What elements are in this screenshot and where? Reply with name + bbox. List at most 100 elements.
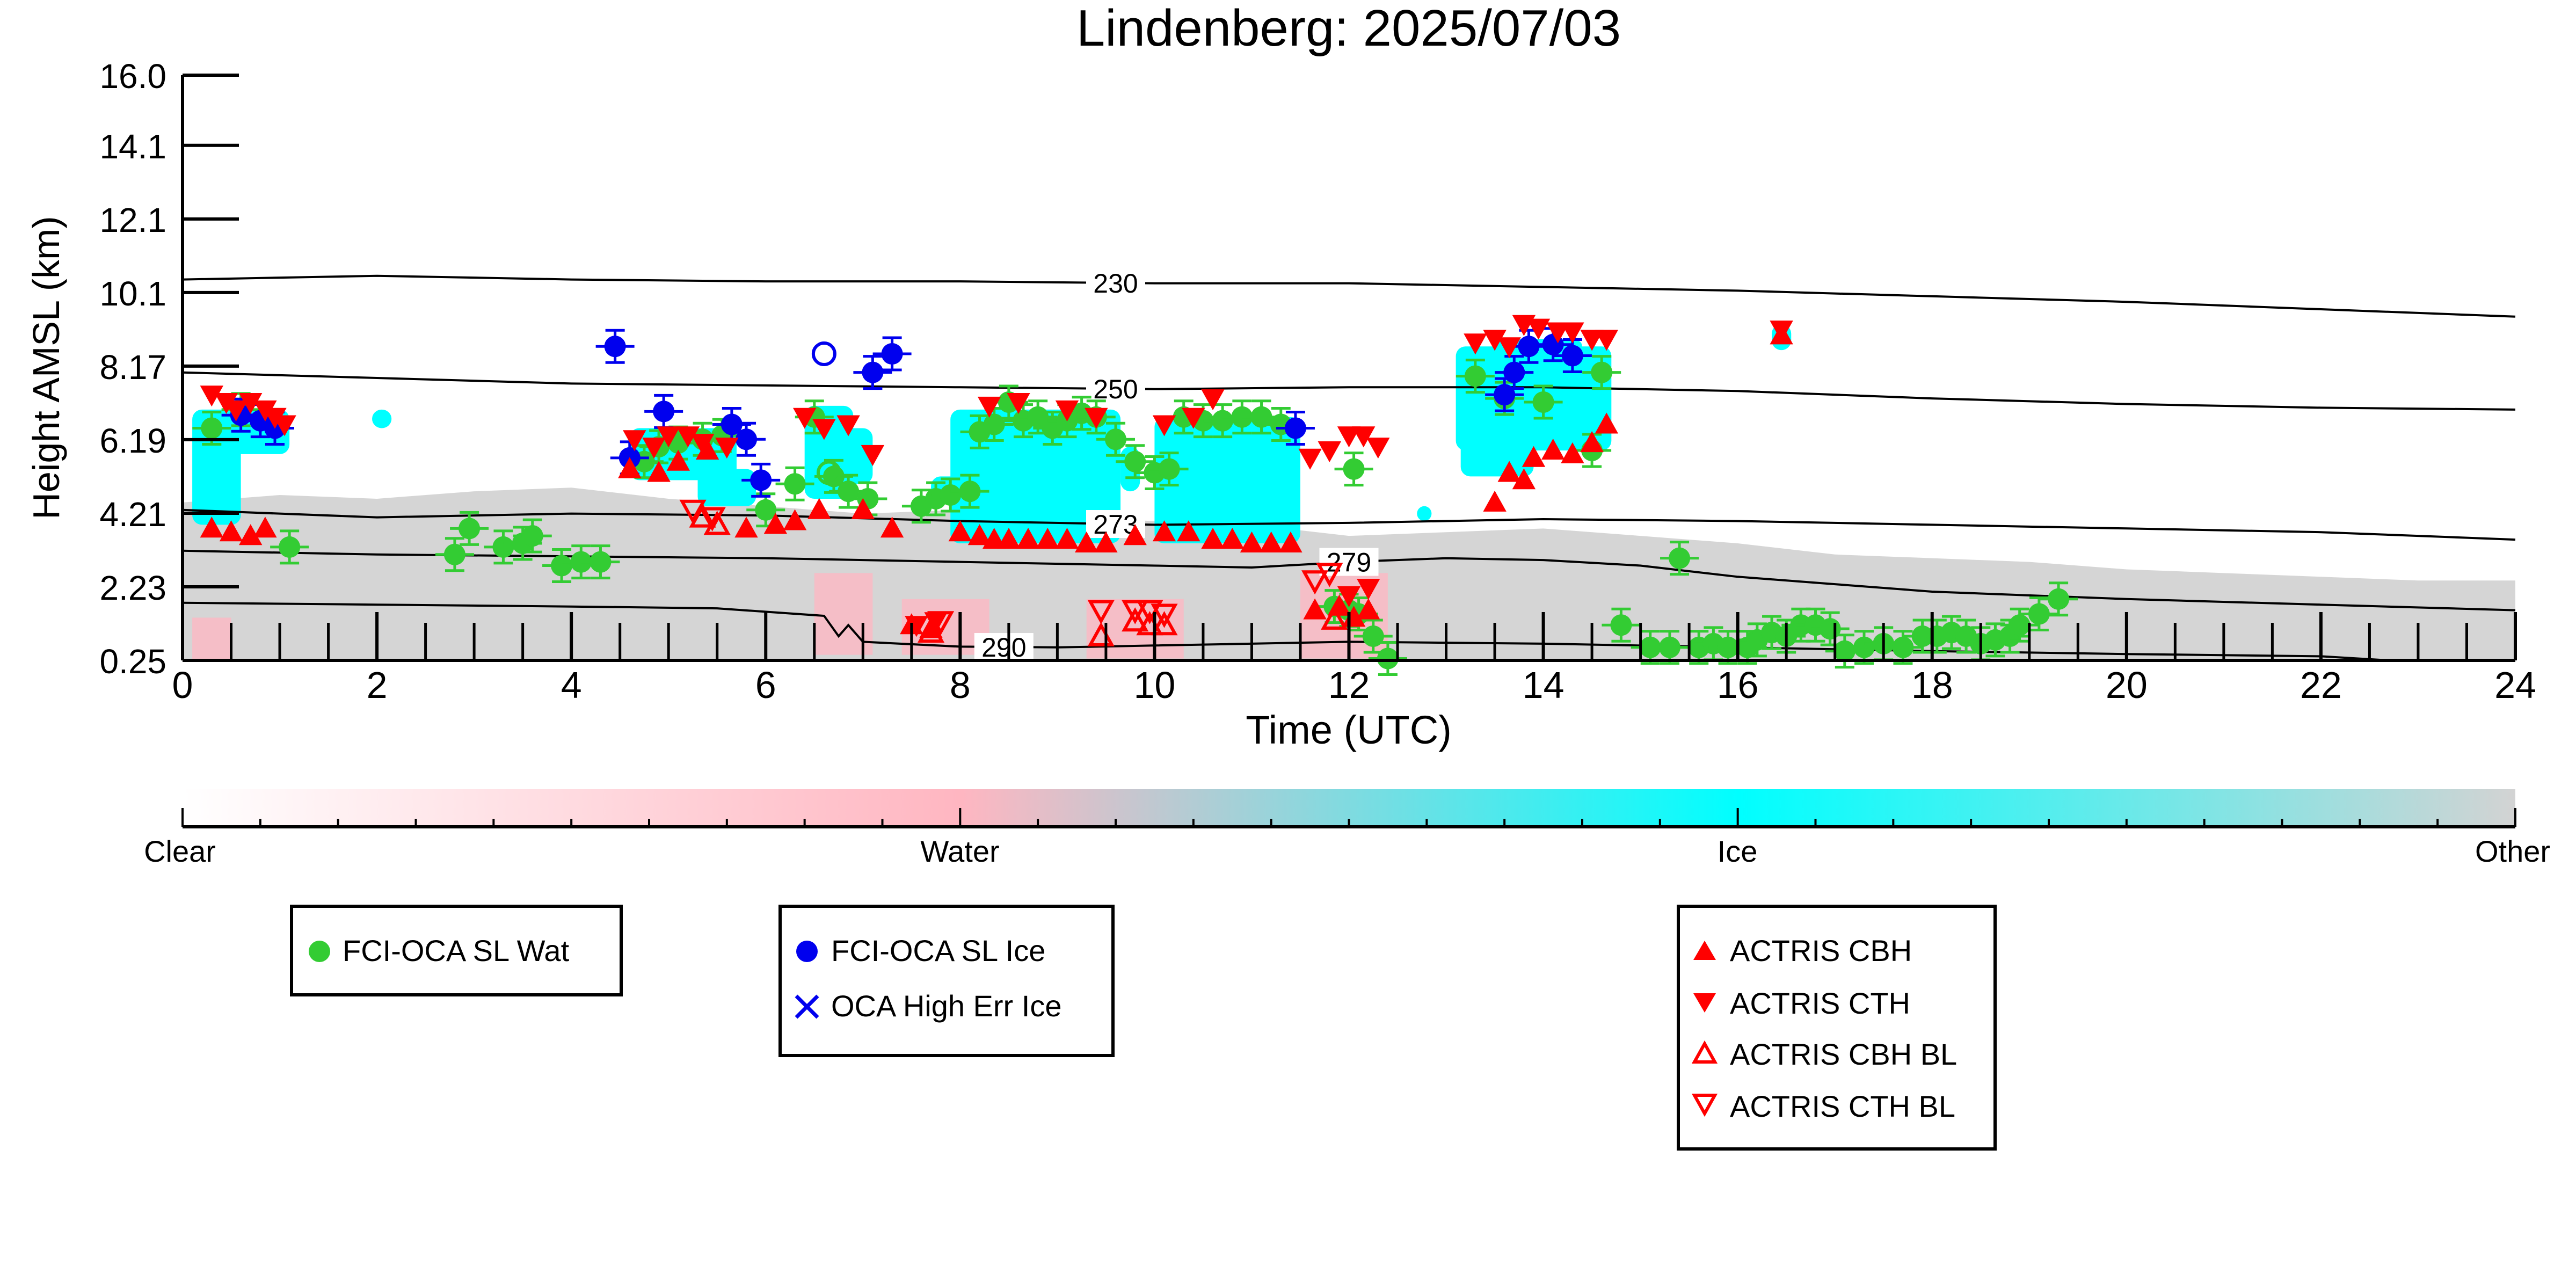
y-axis-label: Height AMSL (km) bbox=[25, 216, 67, 519]
marker-fci-oca-sl-ice bbox=[862, 361, 884, 383]
marker-actris-cbh bbox=[1522, 446, 1546, 467]
marker-fci-oca-sl-ice bbox=[881, 343, 903, 365]
marker-actris-cbh-bl bbox=[689, 503, 716, 528]
marker-actris-cth bbox=[715, 438, 739, 459]
marker-fci-oca-sl-wat bbox=[1591, 361, 1613, 383]
marker-actris-cbh-bl bbox=[917, 618, 945, 643]
x-tick-label: 24 bbox=[2494, 664, 2536, 706]
isotherm-250 bbox=[182, 371, 2516, 411]
marker-fci-oca-sl-wat bbox=[443, 543, 465, 565]
x-tick-label: 22 bbox=[2300, 664, 2342, 706]
legend-cbh-marker bbox=[1693, 941, 1716, 960]
marker-actris-cbh bbox=[1094, 531, 1118, 552]
isotherm-273 bbox=[182, 508, 2516, 541]
marker-open-circle bbox=[811, 341, 836, 367]
marker-actris-cbh bbox=[1201, 528, 1225, 549]
marker-actris-cbh bbox=[1036, 528, 1059, 549]
marker-actris-cbh bbox=[219, 520, 243, 542]
marker-fci-oca-sl-ice bbox=[1561, 345, 1583, 367]
marker-fci-oca-sl-wat bbox=[551, 555, 573, 577]
marker-fci-oca-sl-wat bbox=[1377, 647, 1399, 670]
marker-fci-oca-sl-ice bbox=[1503, 361, 1525, 383]
legend-actris: ACTRIS CBH ACTRIS CTH ACTRIS CBH BL ACTR… bbox=[1677, 905, 1997, 1151]
colorbar-label-water: Water bbox=[920, 834, 999, 868]
marker-actris-cbh bbox=[1512, 468, 1536, 490]
marker-fci-oca-sl-wat bbox=[1158, 458, 1180, 480]
marker-actris-cth bbox=[1580, 330, 1604, 351]
marker-actris-cth bbox=[1298, 448, 1322, 470]
marker-actris-cth bbox=[1337, 426, 1361, 448]
y-ticks: 0.25 2.23 4.21 6.19 8.17 10.1 12.1 14.1 16.0 bbox=[99, 57, 239, 681]
marker-actris-cth bbox=[1357, 579, 1380, 600]
marker-actris-cbh bbox=[1595, 412, 1618, 434]
marker-actris-cbh bbox=[967, 524, 992, 545]
colorbar-ticks bbox=[181, 808, 2516, 827]
marker-actris-cbh-bl bbox=[1151, 611, 1178, 636]
x-ticks: 0 2 4 6 8 10 12 14 16 18 20 22 24 bbox=[172, 612, 2536, 706]
x-tick-label: 6 bbox=[755, 664, 776, 706]
legend-water: FCI-OCA SL Wat bbox=[290, 905, 623, 996]
marker-actris-cbh bbox=[200, 516, 223, 538]
marker-fci-oca-sl-wat bbox=[1250, 406, 1272, 428]
marker-fci-oca-sl-wat bbox=[1669, 547, 1691, 569]
marker-actris-cbh bbox=[1240, 531, 1264, 552]
marker-actris-cth bbox=[812, 419, 836, 440]
y-tick-label: 4.21 bbox=[99, 495, 166, 534]
legend-cthbl-label: ACTRIS CTH BL bbox=[1730, 1089, 1955, 1123]
marker-fci-oca-sl-wat bbox=[570, 551, 592, 573]
marker-actris-cbh bbox=[1497, 461, 1521, 482]
marker-fci-oca-sl-wat bbox=[201, 417, 223, 439]
legend-ice-marker bbox=[796, 941, 818, 962]
legend-cth-label: ACTRIS CTH bbox=[1730, 986, 1910, 1020]
marker-actris-cbh bbox=[1561, 442, 1584, 463]
marker-actris-cbh bbox=[763, 513, 788, 534]
marker-actris-cbh bbox=[1541, 438, 1565, 460]
marker-actris-cth bbox=[1085, 407, 1108, 429]
x-tick-label: 4 bbox=[561, 664, 582, 706]
cloud-water-patch bbox=[192, 617, 231, 660]
isotherm-230 bbox=[182, 274, 2516, 318]
isotherm-label: 279 bbox=[1327, 548, 1371, 578]
marker-fci-oca-sl-wat bbox=[1212, 410, 1234, 432]
y-tick-label: 8.17 bbox=[99, 348, 166, 387]
marker-actris-cth bbox=[1546, 322, 1570, 344]
x-tick-label: 12 bbox=[1328, 664, 1370, 706]
marker-actris-cth bbox=[1352, 426, 1376, 448]
marker-actris-cbh bbox=[1016, 528, 1040, 549]
marker-actris-cbh bbox=[1152, 520, 1176, 542]
marker-actris-cth bbox=[1337, 586, 1361, 607]
marker-actris-cbh bbox=[1580, 431, 1604, 453]
y-tick-label: 16.0 bbox=[99, 57, 166, 96]
marker-fci-oca-sl-wat bbox=[2009, 614, 2031, 636]
marker-actris-cth-bl bbox=[679, 499, 707, 524]
x-tick-label: 20 bbox=[2106, 664, 2148, 706]
legend-cth-marker bbox=[1693, 993, 1716, 1013]
isotherm-label-bg bbox=[974, 633, 1034, 661]
marker-actris-cth bbox=[1182, 407, 1205, 429]
legend-higherr-label: OCA High Err Ice bbox=[831, 989, 1061, 1023]
isotherm-label: 250 bbox=[1093, 374, 1138, 404]
marker-actris-cbh bbox=[1357, 598, 1380, 620]
chart-title: Lindenberg: 2025/07/03 bbox=[1076, 0, 1621, 57]
marker-actris-cth bbox=[1526, 318, 1551, 340]
cloud-ice-region bbox=[833, 428, 873, 484]
isotherm-label: 290 bbox=[981, 632, 1026, 663]
marker-fci-oca-sl-ice bbox=[604, 336, 626, 358]
colorbar-label-clear: Clear bbox=[144, 834, 216, 868]
legend-higherr-marker bbox=[795, 994, 819, 1019]
marker-actris-cth bbox=[1152, 415, 1176, 436]
legend-cbhbl-marker bbox=[1691, 1040, 1718, 1064]
isotherm-label-bg bbox=[1086, 375, 1145, 403]
y-tick-label: 10.1 bbox=[99, 274, 166, 313]
y-tick-label: 14.1 bbox=[99, 127, 166, 166]
x-tick-label: 0 bbox=[172, 664, 193, 706]
marker-actris-cbh bbox=[807, 498, 831, 519]
marker-actris-cbh bbox=[783, 509, 807, 530]
marker-fci-oca-sl-wat bbox=[784, 473, 806, 495]
legend-water-marker bbox=[309, 941, 330, 962]
x-axis-label: Time (UTC) bbox=[1246, 708, 1452, 752]
marker-fci-oca-sl-ice bbox=[750, 469, 772, 491]
marker-fci-oca-sl-wat bbox=[2028, 603, 2050, 625]
legend-ice-label: FCI-OCA SL Ice bbox=[831, 934, 1045, 967]
